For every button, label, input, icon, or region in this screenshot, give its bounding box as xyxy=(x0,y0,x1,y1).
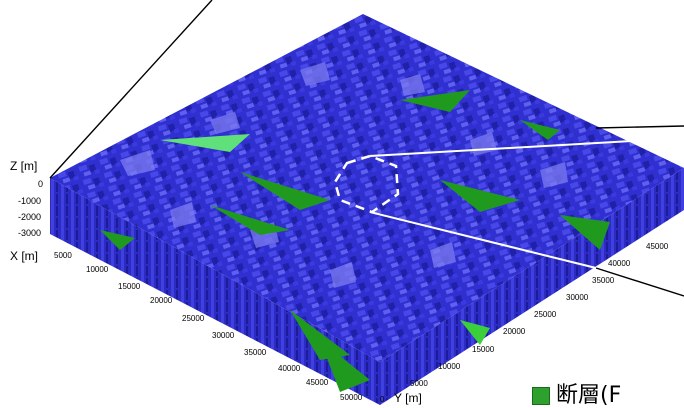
y-tick: 45000 xyxy=(646,242,669,251)
y-tick: 40000 xyxy=(608,259,631,268)
callout-line-left xyxy=(49,0,213,179)
z-axis-ticks: 0 -1000 -2000 -3000 xyxy=(18,179,43,238)
y-tick: 15000 xyxy=(472,345,495,354)
highlight-region-outline xyxy=(333,154,400,214)
axis-labels: Z [m] X [m] Y [m] xyxy=(10,159,422,405)
callout-line-bottom-right xyxy=(595,267,684,297)
y-tick: 5000 xyxy=(410,379,428,388)
x-tick: 15000 xyxy=(118,282,141,291)
x-tick: 5000 xyxy=(54,251,72,260)
y-tick: 25000 xyxy=(534,310,557,319)
x-tick: 20000 xyxy=(150,296,173,305)
zoom-line-lower xyxy=(369,211,597,269)
legend: 断層(F xyxy=(532,384,621,408)
z-tick: 0 xyxy=(38,179,43,189)
fracture-highlights xyxy=(120,62,568,288)
x-tick: 40000 xyxy=(278,364,301,373)
x-tick: 25000 xyxy=(182,314,205,323)
block-top-face xyxy=(50,14,684,362)
y-tick: 20000 xyxy=(503,327,526,336)
x-axis-ticks: 5000 10000 15000 20000 25000 30000 35000… xyxy=(54,251,363,402)
x-tick: 50000 xyxy=(340,393,363,402)
x-tick: 35000 xyxy=(244,348,267,357)
z-axis-label: Z [m] xyxy=(10,159,37,173)
callout-line-top-right xyxy=(595,125,684,129)
y-tick: 10000 xyxy=(438,362,461,371)
y-axis-label: Y [m] xyxy=(394,391,422,405)
x-tick: 30000 xyxy=(212,331,235,340)
z-tick: -2000 xyxy=(18,212,41,222)
z-tick: -3000 xyxy=(18,228,41,238)
block-left-face xyxy=(50,178,380,405)
fault-legend-swatch xyxy=(532,387,550,405)
zoom-line-upper xyxy=(369,137,684,157)
fault-legend-label: 断層(F xyxy=(556,383,622,408)
y-tick: 0 xyxy=(380,395,385,404)
x-axis-label: X [m] xyxy=(10,249,38,263)
y-axis-ticks: 0 5000 10000 15000 20000 25000 30000 350… xyxy=(380,242,669,404)
y-tick: 30000 xyxy=(566,293,589,302)
x-tick: 45000 xyxy=(306,378,329,387)
fault-planes xyxy=(100,90,610,392)
x-tick: 10000 xyxy=(86,265,109,274)
z-tick: -1000 xyxy=(18,196,41,206)
y-tick: 35000 xyxy=(592,276,615,285)
